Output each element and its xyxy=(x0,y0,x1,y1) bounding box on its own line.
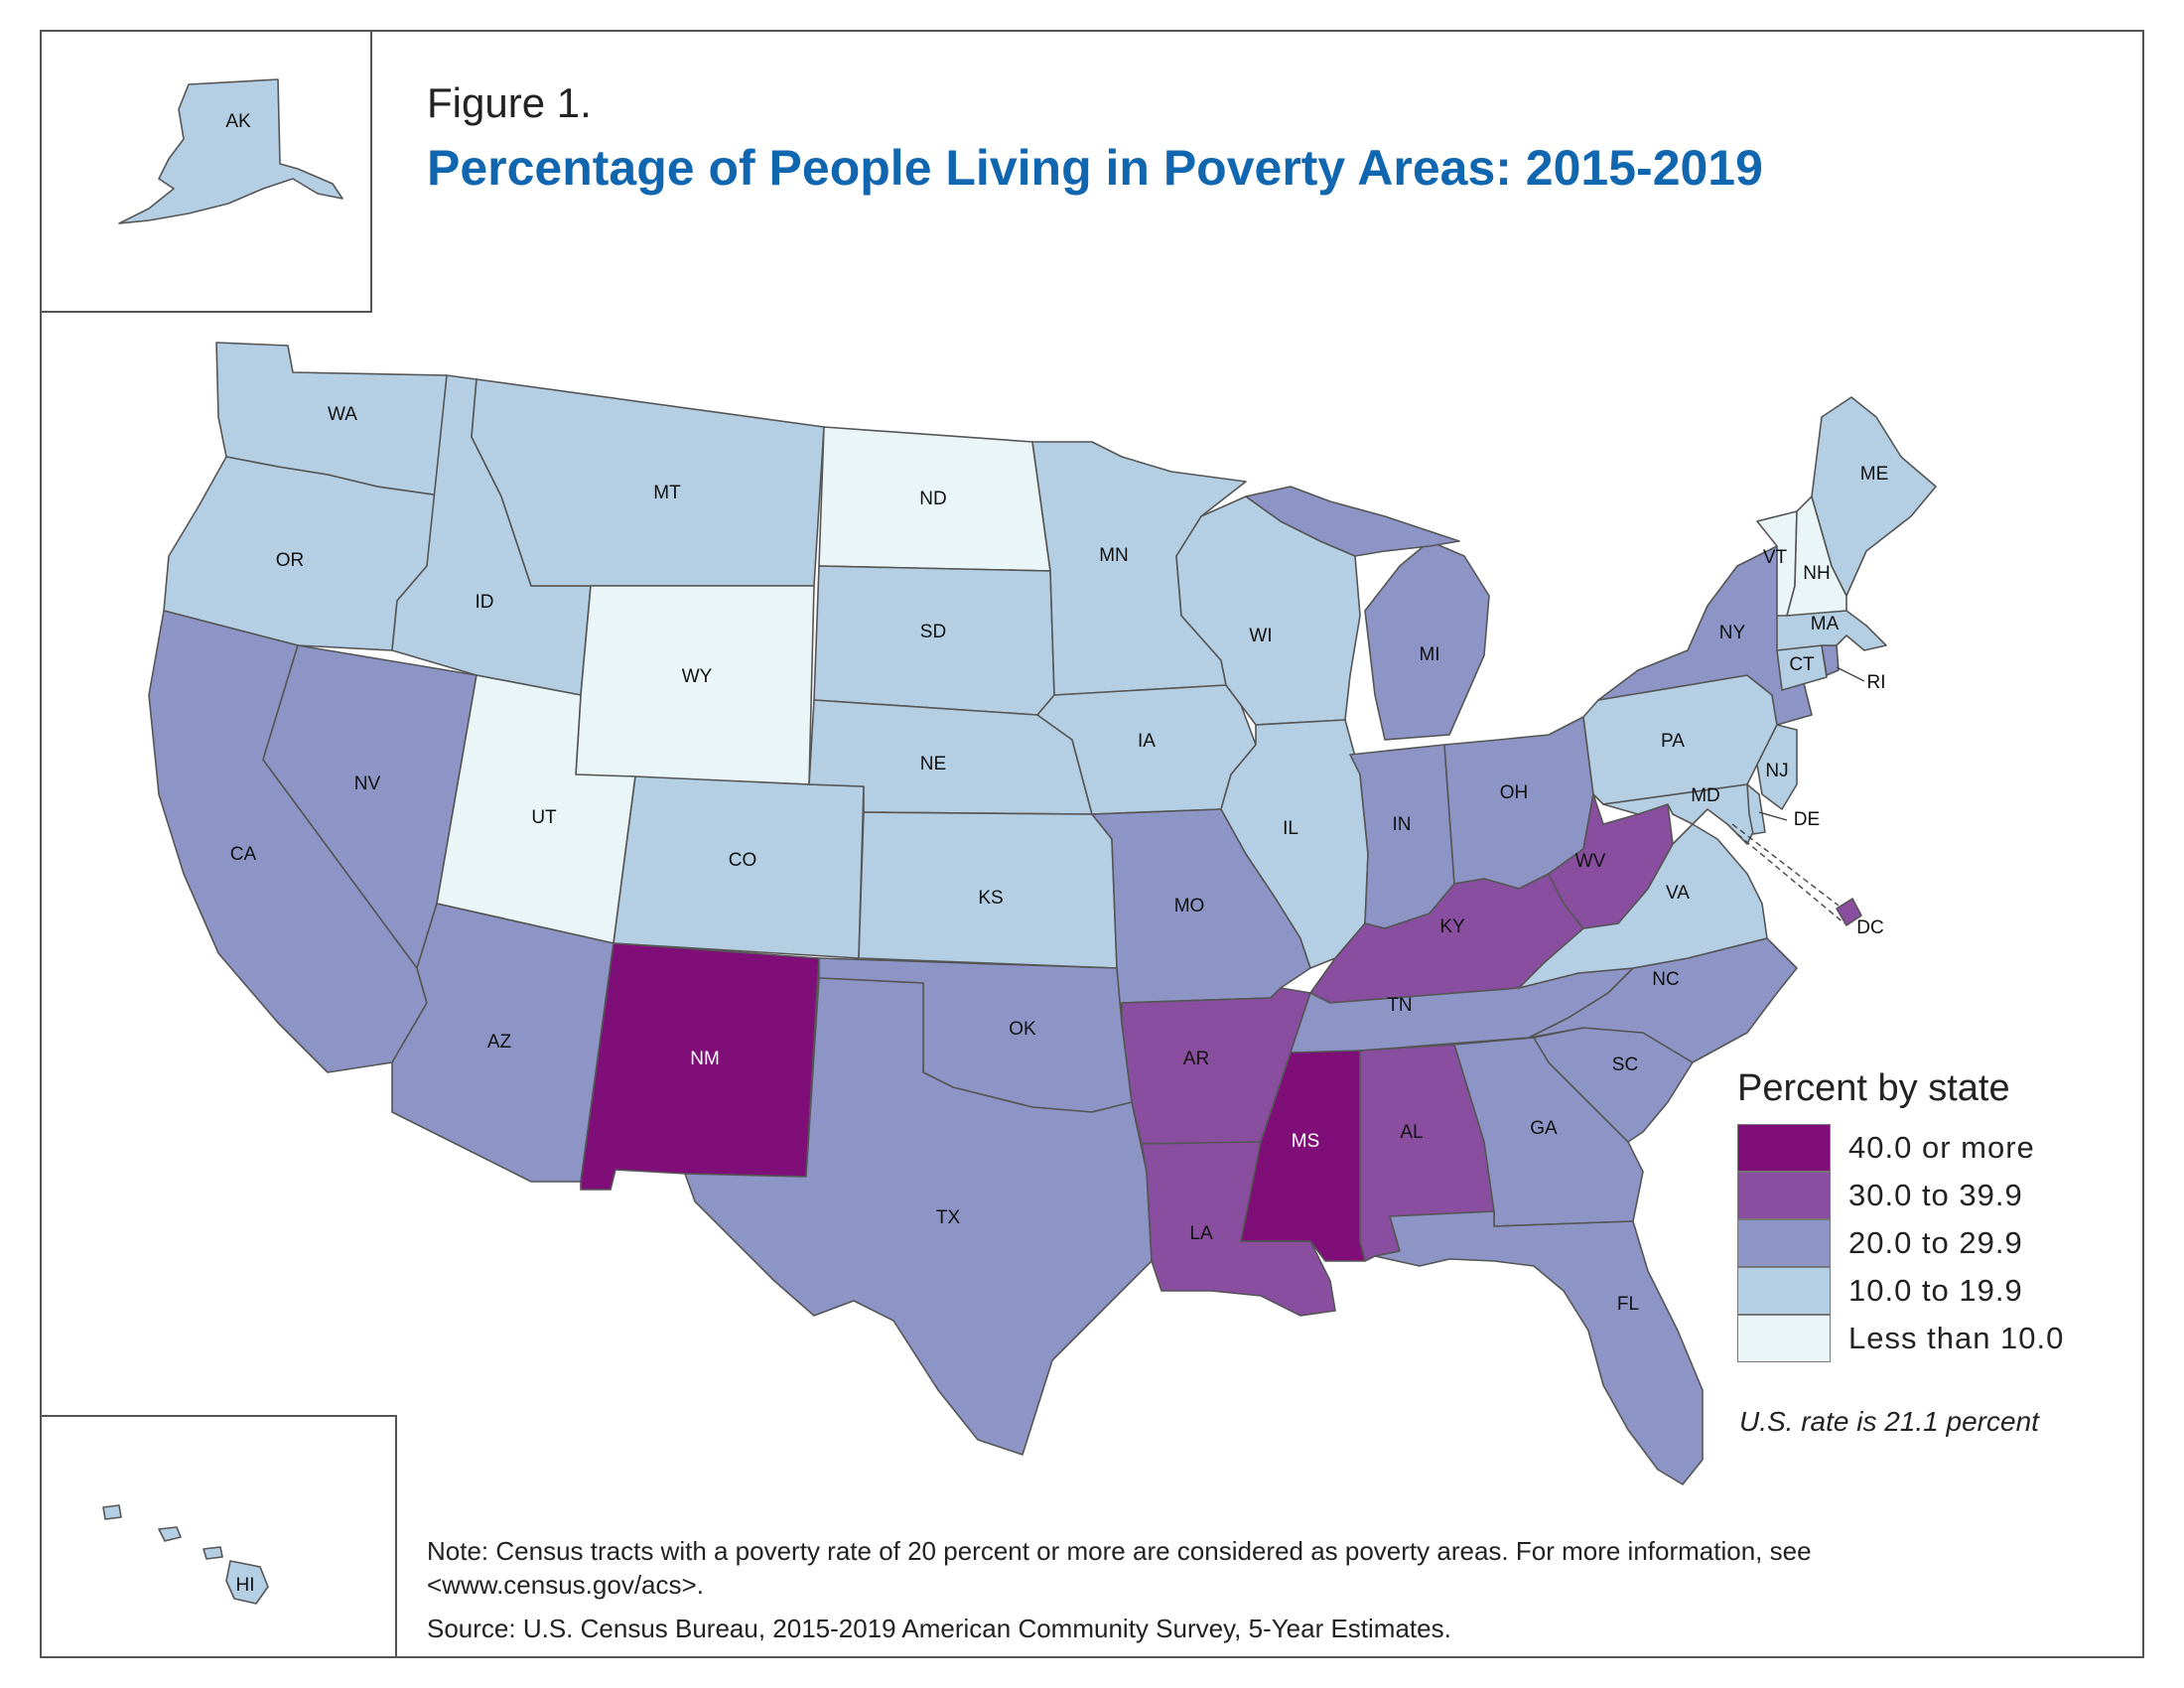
dc-callout-line-1 xyxy=(1731,823,1840,907)
label-TX: TX xyxy=(936,1207,961,1228)
label-ID: ID xyxy=(476,592,494,613)
label-NV: NV xyxy=(354,774,381,794)
label-DE: DE xyxy=(1794,809,1820,830)
label-CO: CO xyxy=(729,850,757,871)
legend-label: 10.0 to 19.9 xyxy=(1848,1273,2023,1308)
state-ME xyxy=(1811,396,1937,597)
label-NH: NH xyxy=(1803,563,1830,584)
dc-callout-line-2 xyxy=(1736,833,1845,924)
legend-swatch xyxy=(1737,1172,1831,1219)
label-KS: KS xyxy=(978,888,1003,909)
legend-swatch xyxy=(1737,1124,1831,1172)
legend-label: 20.0 to 29.9 xyxy=(1848,1225,2023,1260)
label-OR: OR xyxy=(276,550,305,571)
label-MN: MN xyxy=(1099,545,1129,566)
ri-leader-line xyxy=(1836,666,1865,682)
alaska-inset xyxy=(40,30,372,313)
label-SD: SD xyxy=(920,622,946,642)
label-PA: PA xyxy=(1661,731,1685,752)
label-OK: OK xyxy=(1009,1019,1036,1040)
label-FL: FL xyxy=(1617,1294,1639,1315)
label-UT: UT xyxy=(531,807,557,828)
state-MI xyxy=(1364,540,1490,741)
label-MS: MS xyxy=(1292,1131,1320,1152)
state-NC xyxy=(1528,937,1798,1063)
label-DC: DC xyxy=(1856,917,1883,938)
state-MT xyxy=(471,378,825,587)
label-WV: WV xyxy=(1575,851,1606,872)
state-TX xyxy=(684,977,1153,1456)
state-IN xyxy=(1349,744,1455,929)
label-MO: MO xyxy=(1174,896,1205,916)
state-AK xyxy=(118,78,343,224)
label-HI: HI xyxy=(236,1575,255,1596)
label-MI: MI xyxy=(1419,644,1439,665)
label-CT: CT xyxy=(1789,654,1815,675)
label-IL: IL xyxy=(1283,818,1298,839)
label-TN: TN xyxy=(1387,995,1412,1016)
label-MA: MA xyxy=(1811,614,1840,634)
legend-row-4: Less than 10.0 xyxy=(1737,1315,2134,1362)
label-NC: NC xyxy=(1652,969,1679,990)
legend-swatch xyxy=(1737,1219,1831,1267)
label-AL: AL xyxy=(1400,1122,1423,1143)
state-NM xyxy=(580,942,820,1191)
label-LA: LA xyxy=(1189,1223,1213,1244)
label-CA: CA xyxy=(230,844,257,865)
label-SC: SC xyxy=(1612,1055,1638,1075)
state-HI-maui xyxy=(203,1546,223,1560)
label-VT: VT xyxy=(1763,547,1788,568)
state-MI-upper xyxy=(1245,486,1460,557)
legend-swatch xyxy=(1737,1315,1831,1362)
label-NY: NY xyxy=(1719,623,1746,643)
legend-row-3: 10.0 to 19.9 xyxy=(1737,1267,2134,1315)
label-OH: OH xyxy=(1500,782,1529,803)
label-WI: WI xyxy=(1249,626,1272,646)
state-MA xyxy=(1776,610,1887,651)
label-NJ: NJ xyxy=(1765,761,1788,781)
legend-row-0: 40.0 or more xyxy=(1737,1124,2134,1172)
state-FL xyxy=(1374,1210,1704,1485)
label-AR: AR xyxy=(1183,1049,1209,1069)
note-text: Note: Census tracts with a poverty rate … xyxy=(427,1536,1812,1600)
label-NM: NM xyxy=(690,1049,720,1069)
hawaii-inset xyxy=(40,1415,397,1658)
label-VA: VA xyxy=(1666,883,1690,904)
label-KY: KY xyxy=(1439,916,1465,937)
legend-row-1: 30.0 to 39.9 xyxy=(1737,1172,2134,1219)
legend-label: 30.0 to 39.9 xyxy=(1848,1178,2023,1212)
label-AZ: AZ xyxy=(487,1032,512,1053)
label-WY: WY xyxy=(682,666,713,687)
label-GA: GA xyxy=(1530,1118,1558,1139)
label-ME: ME xyxy=(1860,464,1889,485)
label-WA: WA xyxy=(328,404,357,425)
map-title: Percentage of People Living in Poverty A… xyxy=(427,140,1763,196)
label-ND: ND xyxy=(919,489,946,509)
label-IA: IA xyxy=(1138,731,1156,752)
legend: Percent by state 40.0 or more 30.0 to 39… xyxy=(1737,1067,2134,1362)
state-DC xyxy=(1836,898,1862,926)
state-NJ xyxy=(1756,724,1798,810)
state-MD xyxy=(1602,783,1758,845)
label-RI: RI xyxy=(1867,672,1886,693)
legend-label: Less than 10.0 xyxy=(1848,1321,2065,1355)
label-IN: IN xyxy=(1393,814,1412,835)
legend-row-2: 20.0 to 29.9 xyxy=(1737,1219,2134,1267)
de-leader-line xyxy=(1758,811,1788,821)
legend-label: 40.0 or more xyxy=(1848,1130,2035,1165)
label-AK: AK xyxy=(225,111,251,132)
state-HI xyxy=(225,1560,269,1605)
label-MD: MD xyxy=(1691,785,1720,806)
state-DE xyxy=(1746,783,1766,835)
legend-swatch xyxy=(1737,1267,1831,1315)
legend-title: Percent by state xyxy=(1737,1067,2010,1109)
label-MT: MT xyxy=(653,483,681,503)
state-HI-oahu xyxy=(158,1526,182,1542)
label-NE: NE xyxy=(920,754,946,774)
figure-label: Figure 1. xyxy=(427,79,592,126)
us-rate-note: U.S. rate is 21.1 percent xyxy=(1739,1406,2039,1437)
state-HI-kauai xyxy=(102,1504,122,1520)
source-text: Source: U.S. Census Bureau, 2015-2019 Am… xyxy=(427,1614,1451,1643)
